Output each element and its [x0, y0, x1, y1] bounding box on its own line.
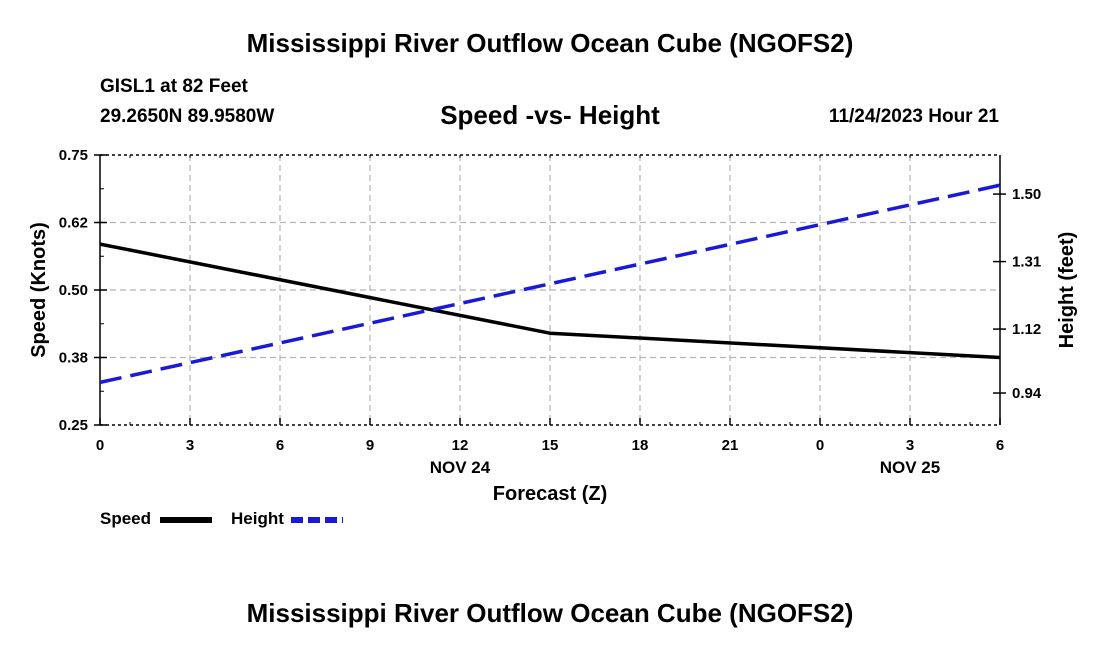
y2-tick-label: 1.31	[1012, 254, 1041, 271]
station-coordinates: 29.2650N 89.9580W	[100, 106, 275, 127]
y-tick-label: 0.62	[59, 215, 88, 232]
x-tick-label: 3	[186, 437, 194, 454]
x-tick-label: 0	[96, 437, 104, 454]
legend-height-label: Height	[231, 509, 284, 528]
y2-tick-label: 1.50	[1012, 186, 1041, 203]
y-tick-label: 0.38	[59, 350, 88, 367]
y2-tick-label: 1.12	[1012, 321, 1041, 338]
x-tick-label: 21	[722, 437, 739, 454]
x-tick-label: 6	[276, 437, 284, 454]
x-tick-label: 0	[816, 437, 824, 454]
x-tick-label: 6	[996, 437, 1004, 454]
legend-speed-label: Speed	[100, 509, 152, 528]
y2-tick-label: 0.94	[1012, 385, 1042, 402]
page-title: Mississippi River Outflow Ocean Cube (NG…	[246, 28, 854, 58]
station-label: GISL1 at 82 Feet	[100, 76, 248, 97]
x-tick-label: 12	[452, 437, 469, 454]
x-date-label: NOV 25	[880, 458, 940, 477]
y-tick-label: 0.75	[59, 147, 88, 164]
page-title-repeat: Mississippi River Outflow Ocean Cube (NG…	[246, 598, 854, 628]
y2-axis-label: Height (feet)	[1056, 232, 1078, 349]
series-height-line	[99, 183, 1001, 385]
x-tick-label: 15	[542, 437, 559, 454]
x-date-label: NOV 24	[430, 458, 491, 477]
y-axis-label: Speed (Knots)	[28, 222, 50, 358]
x-axis-label: Forecast (Z)	[493, 483, 607, 505]
chart-title: Speed -vs- Height	[440, 100, 660, 130]
x-tick-label: 3	[906, 437, 914, 454]
forecast-datetime: 11/24/2023 Hour 21	[828, 106, 999, 127]
y-tick-label: 0.25	[59, 417, 88, 434]
y-tick-label: 0.50	[59, 282, 88, 299]
series-speed-line	[99, 242, 1001, 360]
x-tick-label: 18	[632, 437, 649, 454]
x-tick-label: 9	[366, 437, 374, 454]
